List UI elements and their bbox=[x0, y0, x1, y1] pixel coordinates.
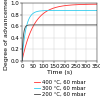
Line: 400 °C, 60 mbar: 400 °C, 60 mbar bbox=[22, 4, 97, 61]
400 °C, 60 mbar bbox=[58, 6, 59, 7]
200 °C, 60 mbar bbox=[94, 24, 95, 25]
400 °C, 60 mbar bbox=[94, 4, 95, 5]
Line: 200 °C, 60 mbar: 200 °C, 60 mbar bbox=[22, 25, 97, 61]
400 °C, 60 mbar bbox=[21, 60, 23, 61]
200 °C, 60 mbar bbox=[56, 24, 57, 25]
200 °C, 60 mbar bbox=[94, 24, 96, 25]
400 °C, 60 mbar bbox=[25, 45, 26, 46]
400 °C, 60 mbar bbox=[80, 4, 82, 5]
200 °C, 60 mbar bbox=[58, 24, 59, 25]
Legend: 400 °C, 60 mbar, 300 °C, 60 mbar, 200 °C, 60 mbar: 400 °C, 60 mbar, 300 °C, 60 mbar, 200 °C… bbox=[33, 80, 86, 97]
200 °C, 60 mbar bbox=[21, 60, 23, 61]
Y-axis label: Degree of advancement: Degree of advancement bbox=[4, 0, 9, 70]
300 °C, 60 mbar bbox=[80, 10, 82, 11]
300 °C, 60 mbar bbox=[21, 60, 23, 61]
X-axis label: Time (s): Time (s) bbox=[47, 70, 72, 75]
200 °C, 60 mbar bbox=[66, 24, 67, 25]
300 °C, 60 mbar bbox=[96, 10, 98, 11]
400 °C, 60 mbar bbox=[56, 7, 57, 8]
300 °C, 60 mbar bbox=[94, 10, 95, 11]
300 °C, 60 mbar bbox=[94, 10, 95, 11]
300 °C, 60 mbar bbox=[25, 29, 26, 30]
400 °C, 60 mbar bbox=[94, 4, 95, 5]
200 °C, 60 mbar bbox=[96, 24, 98, 25]
200 °C, 60 mbar bbox=[80, 24, 82, 25]
400 °C, 60 mbar bbox=[96, 4, 98, 5]
Line: 300 °C, 60 mbar: 300 °C, 60 mbar bbox=[22, 10, 97, 61]
300 °C, 60 mbar bbox=[58, 10, 59, 11]
200 °C, 60 mbar bbox=[25, 26, 26, 27]
300 °C, 60 mbar bbox=[56, 10, 57, 11]
